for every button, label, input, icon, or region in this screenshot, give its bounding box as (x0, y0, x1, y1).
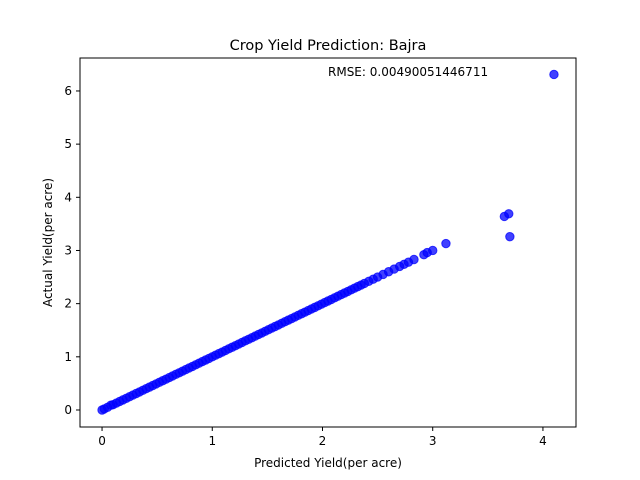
x-axis-ticks: 0 1 2 3 4 (98, 427, 547, 448)
data-point-98 (549, 69, 559, 80)
data-points (97, 69, 559, 415)
rmse-annotation: RMSE: 0.00490051446711 (328, 65, 488, 79)
x-axis-label: Predicted Yield(per acre) (254, 456, 402, 470)
y-axis-ticks: 0 1 2 3 4 5 6 (64, 84, 80, 417)
data-point-96 (504, 209, 514, 219)
data-point-93 (428, 245, 438, 256)
x-tick-label: 3 (429, 434, 437, 448)
data-point-90 (409, 254, 419, 265)
y-tick-label: 2 (64, 297, 72, 311)
chart-title: Crop Yield Prediction: Bajra (230, 38, 427, 54)
data-point-97 (505, 231, 515, 242)
y-axis-label: Actual Yield(per acre) (41, 178, 55, 307)
plot-frame (79, 57, 577, 428)
x-tick-label: 1 (208, 434, 216, 448)
y-tick-label: 5 (64, 137, 72, 151)
x-tick-label: 2 (319, 434, 327, 448)
x-tick-label: 0 (98, 434, 106, 448)
y-tick-label: 1 (64, 350, 72, 364)
y-tick-label: 3 (64, 243, 72, 257)
y-tick-label: 6 (64, 84, 72, 98)
data-point-94 (441, 238, 451, 249)
y-tick-label: 0 (64, 403, 72, 417)
x-tick-label: 4 (539, 434, 547, 448)
y-tick-label: 4 (64, 190, 72, 204)
